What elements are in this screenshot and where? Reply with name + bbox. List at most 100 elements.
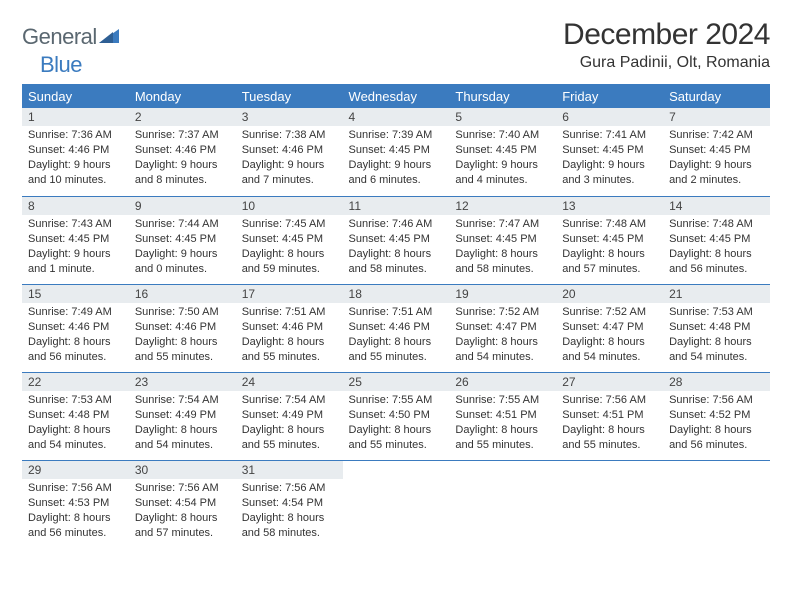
sunset-text: Sunset: 4:45 PM (349, 232, 444, 247)
day-details: Sunrise: 7:53 AMSunset: 4:48 PMDaylight:… (663, 303, 770, 370)
sunset-text: Sunset: 4:45 PM (349, 143, 444, 158)
weekday-header: Thursday (449, 85, 556, 108)
day-details: Sunrise: 7:51 AMSunset: 4:46 PMDaylight:… (236, 303, 343, 370)
logo-text-blue: Blue (40, 52, 82, 77)
calendar-row: 29Sunrise: 7:56 AMSunset: 4:53 PMDayligh… (22, 460, 770, 548)
daylight-text: Daylight: 8 hours and 56 minutes. (669, 247, 764, 277)
daylight-text: Daylight: 8 hours and 55 minutes. (135, 335, 230, 365)
sunset-text: Sunset: 4:47 PM (562, 320, 657, 335)
calendar-cell: 3Sunrise: 7:38 AMSunset: 4:46 PMDaylight… (236, 108, 343, 196)
daylight-text: Daylight: 8 hours and 55 minutes. (455, 423, 550, 453)
sunset-text: Sunset: 4:48 PM (669, 320, 764, 335)
calendar-cell: 6Sunrise: 7:41 AMSunset: 4:45 PMDaylight… (556, 108, 663, 196)
day-number: 25 (343, 372, 450, 391)
calendar-row: 22Sunrise: 7:53 AMSunset: 4:48 PMDayligh… (22, 372, 770, 460)
calendar-cell: 14Sunrise: 7:48 AMSunset: 4:45 PMDayligh… (663, 196, 770, 284)
day-details: Sunrise: 7:41 AMSunset: 4:45 PMDaylight:… (556, 126, 663, 193)
day-details: Sunrise: 7:37 AMSunset: 4:46 PMDaylight:… (129, 126, 236, 193)
calendar-cell: 9Sunrise: 7:44 AMSunset: 4:45 PMDaylight… (129, 196, 236, 284)
day-details: Sunrise: 7:52 AMSunset: 4:47 PMDaylight:… (449, 303, 556, 370)
sunset-text: Sunset: 4:51 PM (562, 408, 657, 423)
daylight-text: Daylight: 8 hours and 54 minutes. (669, 335, 764, 365)
sunrise-text: Sunrise: 7:43 AM (28, 217, 123, 232)
calendar-cell: 22Sunrise: 7:53 AMSunset: 4:48 PMDayligh… (22, 372, 129, 460)
empty-day-bar (449, 460, 556, 478)
day-number: 31 (236, 460, 343, 479)
day-details: Sunrise: 7:53 AMSunset: 4:48 PMDaylight:… (22, 391, 129, 458)
daylight-text: Daylight: 8 hours and 56 minutes. (669, 423, 764, 453)
calendar-cell: 27Sunrise: 7:56 AMSunset: 4:51 PMDayligh… (556, 372, 663, 460)
calendar-table: Sunday Monday Tuesday Wednesday Thursday… (22, 85, 770, 548)
day-number: 7 (663, 108, 770, 126)
day-number: 27 (556, 372, 663, 391)
day-details: Sunrise: 7:47 AMSunset: 4:45 PMDaylight:… (449, 215, 556, 282)
sunrise-text: Sunrise: 7:45 AM (242, 217, 337, 232)
daylight-text: Daylight: 8 hours and 55 minutes. (562, 423, 657, 453)
sunrise-text: Sunrise: 7:56 AM (669, 393, 764, 408)
sunrise-text: Sunrise: 7:53 AM (669, 305, 764, 320)
logo: General (22, 24, 119, 50)
day-number: 1 (22, 108, 129, 126)
sunrise-text: Sunrise: 7:54 AM (242, 393, 337, 408)
day-details: Sunrise: 7:48 AMSunset: 4:45 PMDaylight:… (556, 215, 663, 282)
day-number: 6 (556, 108, 663, 126)
day-number: 30 (129, 460, 236, 479)
daylight-text: Daylight: 8 hours and 56 minutes. (28, 335, 123, 365)
weekday-header: Sunday (22, 85, 129, 108)
day-details: Sunrise: 7:56 AMSunset: 4:51 PMDaylight:… (556, 391, 663, 458)
sunrise-text: Sunrise: 7:47 AM (455, 217, 550, 232)
day-details: Sunrise: 7:49 AMSunset: 4:46 PMDaylight:… (22, 303, 129, 370)
daylight-text: Daylight: 9 hours and 3 minutes. (562, 158, 657, 188)
calendar-page: General December 2024 Gura Padinii, Olt,… (0, 0, 792, 558)
calendar-cell: 24Sunrise: 7:54 AMSunset: 4:49 PMDayligh… (236, 372, 343, 460)
sunrise-text: Sunrise: 7:48 AM (562, 217, 657, 232)
sunset-text: Sunset: 4:54 PM (242, 496, 337, 511)
month-title: December 2024 (563, 18, 770, 52)
sunset-text: Sunset: 4:51 PM (455, 408, 550, 423)
sunset-text: Sunset: 4:47 PM (455, 320, 550, 335)
daylight-text: Daylight: 8 hours and 58 minutes. (242, 511, 337, 541)
daylight-text: Daylight: 8 hours and 55 minutes. (349, 423, 444, 453)
daylight-text: Daylight: 9 hours and 4 minutes. (455, 158, 550, 188)
day-number: 15 (22, 284, 129, 303)
sunset-text: Sunset: 4:54 PM (135, 496, 230, 511)
calendar-cell (556, 460, 663, 548)
weekday-header-row: Sunday Monday Tuesday Wednesday Thursday… (22, 85, 770, 108)
daylight-text: Daylight: 9 hours and 2 minutes. (669, 158, 764, 188)
sunset-text: Sunset: 4:45 PM (562, 232, 657, 247)
daylight-text: Daylight: 9 hours and 1 minute. (28, 247, 123, 277)
day-details: Sunrise: 7:36 AMSunset: 4:46 PMDaylight:… (22, 126, 129, 193)
calendar-cell: 31 Sunrise: 7:56 AMSunset: 4:54 PMDayligh… (236, 460, 343, 548)
day-number: 29 (22, 460, 129, 479)
daylight-text: Daylight: 8 hours and 59 minutes. (242, 247, 337, 277)
day-number: 28 (663, 372, 770, 391)
sunrise-text: Sunrise: 7:56 AM (242, 481, 337, 496)
calendar-cell: 25Sunrise: 7:55 AMSunset: 4:50 PMDayligh… (343, 372, 450, 460)
sunset-text: Sunset: 4:46 PM (28, 143, 123, 158)
sunrise-text: Sunrise: 7:39 AM (349, 128, 444, 143)
sunset-text: Sunset: 4:46 PM (28, 320, 123, 335)
calendar-cell: 5Sunrise: 7:40 AMSunset: 4:45 PMDaylight… (449, 108, 556, 196)
daylight-text: Daylight: 8 hours and 57 minutes. (562, 247, 657, 277)
logo-text-general: General (22, 24, 97, 50)
day-number: 10 (236, 196, 343, 215)
sunset-text: Sunset: 4:45 PM (455, 143, 550, 158)
empty-day-bar (343, 460, 450, 478)
calendar-cell: 30Sunrise: 7:56 AMSunset: 4:54 PMDayligh… (129, 460, 236, 548)
day-number: 18 (343, 284, 450, 303)
sunrise-text: Sunrise: 7:56 AM (135, 481, 230, 496)
day-details: Sunrise: 7:55 AMSunset: 4:50 PMDaylight:… (343, 391, 450, 458)
daylight-text: Daylight: 8 hours and 56 minutes. (28, 511, 123, 541)
sunset-text: Sunset: 4:52 PM (669, 408, 764, 423)
sunrise-text: Sunrise: 7:56 AM (562, 393, 657, 408)
weekday-header: Tuesday (236, 85, 343, 108)
day-details: Sunrise: 7:39 AMSunset: 4:45 PMDaylight:… (343, 126, 450, 193)
calendar-cell: 26Sunrise: 7:55 AMSunset: 4:51 PMDayligh… (449, 372, 556, 460)
day-number: 21 (663, 284, 770, 303)
day-number: 8 (22, 196, 129, 215)
sunrise-text: Sunrise: 7:51 AM (242, 305, 337, 320)
day-number: 24 (236, 372, 343, 391)
daylight-text: Daylight: 8 hours and 55 minutes. (242, 335, 337, 365)
sunset-text: Sunset: 4:46 PM (242, 143, 337, 158)
day-number: 5 (449, 108, 556, 126)
